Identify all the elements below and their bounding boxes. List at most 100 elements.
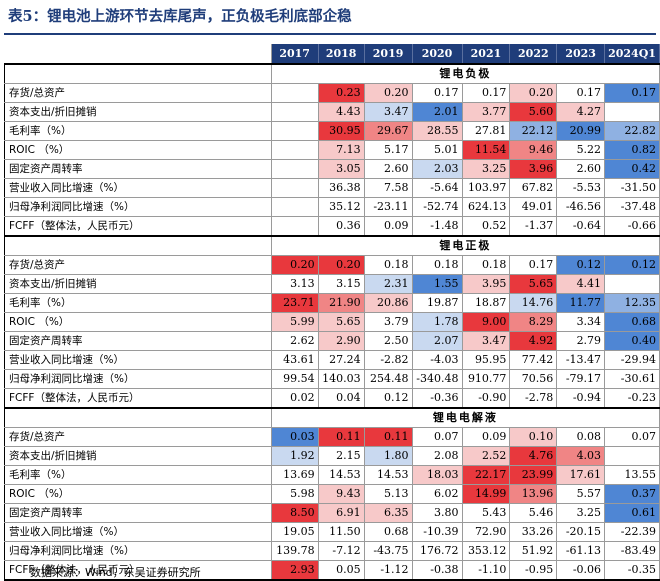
row-label: FCFF（整体法，人民币元） [4,216,272,237]
value-cell: 5.65 [318,312,365,332]
table-row: 归母净利润同比增速（%） 35.12 -23.11 -52.74 624.13 49.01… [4,197,660,217]
table-row: 资本支出/折旧摊销 3.13 3.15 2.31 1.55 3.95 5.65 4.41 [4,274,660,294]
value-cell: -43.75 [364,541,413,561]
value-cell: 3.25 [462,159,511,179]
value-cell [271,102,319,122]
value-cell: 11.54 [462,140,511,160]
value-cell: 0.18 [462,255,511,275]
row-label: 固定资产周转率 [4,159,272,179]
value-cell: -61.13 [556,541,606,561]
source-note: 数据来源：Wind，东吴证券研究所 [30,566,201,579]
value-cell: -13.47 [556,350,606,370]
value-cell: 2.15 [318,446,365,466]
value-cell: 6.91 [318,503,365,523]
value-cell: -0.64 [556,216,606,237]
value-cell: 36.38 [318,178,365,198]
value-cell: 254.48 [364,369,413,389]
value-cell: -52.74 [412,197,463,217]
year-header: 2021 [462,44,511,65]
value-cell: 7.13 [318,140,365,160]
value-cell: 0.36 [318,216,365,237]
table-row: 营业收入同比增速（%） 43.61 27.24 -2.82 -4.03 95.95 77.4… [4,350,660,370]
value-cell: 176.72 [412,541,463,561]
value-cell [271,159,319,179]
year-header: 2019 [364,44,413,65]
value-cell: -22.39 [604,522,660,542]
value-cell: 3.47 [462,331,511,351]
value-cell: -10.39 [412,522,463,542]
value-cell: 11.77 [556,293,606,313]
value-cell: 5.13 [364,484,413,504]
table-title: 表5：锂电池上游环节去库尾声，正负极毛利底部企稳 [8,8,352,25]
value-cell: 18.87 [462,293,511,313]
value-cell: 67.82 [509,178,558,198]
value-cell: 0.11 [318,427,365,447]
value-cell: 0.17 [412,83,463,103]
section-title: 锂电电解液 [270,407,660,428]
value-cell: 2.93 [271,560,319,581]
value-cell: 5.60 [509,102,558,122]
table-row: FCFF（整体法，人民币元） 0.02 0.04 0.12 -0.36 -0.90 -2.7… [4,388,660,409]
value-cell: 0.12 [604,255,660,275]
row-label: 资本支出/折旧摊销 [4,274,272,294]
value-cell: 3.77 [462,102,511,122]
value-cell: 5.43 [462,503,511,523]
value-cell: -0.90 [462,388,511,409]
value-cell: 3.05 [318,159,365,179]
title-divider [4,33,656,35]
value-cell [604,446,660,466]
value-cell [604,274,660,294]
value-cell: 3.25 [556,503,606,523]
year-header: 2022 [509,44,558,65]
value-cell: 0.12 [364,388,413,409]
value-cell [604,102,660,122]
value-cell: 2.03 [412,159,463,179]
value-cell: -0.36 [412,388,463,409]
value-cell: 0.23 [318,83,365,103]
value-cell: 23.71 [271,293,319,313]
value-cell: 0.04 [318,388,365,409]
value-cell: 20.99 [556,121,606,141]
value-cell: -0.35 [604,560,660,581]
value-cell: 2.62 [271,331,319,351]
year-header: 2018 [318,44,365,65]
value-cell: 27.81 [462,121,511,141]
value-cell: 51.92 [509,541,558,561]
value-cell: 0.17 [509,255,558,275]
table-row: 存货/总资产 0.20 0.20 0.18 0.18 0.18 0.17 0.12 0.12 [4,255,660,275]
table-row: 毛利率（%） 13.69 14.53 14.53 18.03 22.17 23.99 17.6… [4,465,660,485]
value-cell: -2.78 [509,388,558,409]
value-cell: 20.86 [364,293,413,313]
value-cell: 0.07 [412,427,463,447]
table-row: 毛利率（%） 23.71 21.90 20.86 19.87 18.87 14.76 11.7… [4,293,660,313]
table-row: ROIC （%） 5.98 9.43 5.13 6.02 14.99 13.96 5.57 0.… [4,484,660,504]
value-cell: 0.09 [462,427,511,447]
value-cell: 33.26 [509,522,558,542]
value-cell: 2.79 [556,331,606,351]
value-cell: 0.40 [604,331,660,351]
value-cell: 7.58 [364,178,413,198]
value-cell: 14.53 [318,465,365,485]
value-cell: 9.46 [509,140,558,160]
value-cell: -4.03 [412,350,463,370]
value-cell: 5.98 [271,484,319,504]
section-header-spacer [4,235,272,256]
value-cell: 3.80 [412,503,463,523]
table-row: 营业收入同比增速（%） 19.05 11.50 0.68 -10.39 72.90 33.2… [4,522,660,542]
value-cell: 0.11 [364,427,413,447]
financial-metrics-table: 2017 2018 2019 2020 2021 2022 2023 2024Q… [4,44,660,581]
value-cell: 2.50 [364,331,413,351]
value-cell: 1.80 [364,446,413,466]
header-corner [4,44,272,65]
year-header: 2017 [271,44,319,65]
table-row: 固定资产周转率 2.62 2.90 2.50 2.07 3.47 4.92 2.79 0.40 [4,331,660,351]
value-cell: 5.17 [364,140,413,160]
value-cell: 19.05 [271,522,319,542]
value-cell: 29.67 [364,121,413,141]
section-header-row: 锂电电解液 [4,407,660,428]
value-cell: 9.43 [318,484,365,504]
value-cell: -0.06 [556,560,606,581]
value-cell: 0.68 [364,522,413,542]
value-cell: 13.96 [509,484,558,504]
row-label: 归母净利润同比增速（%） [4,197,272,217]
